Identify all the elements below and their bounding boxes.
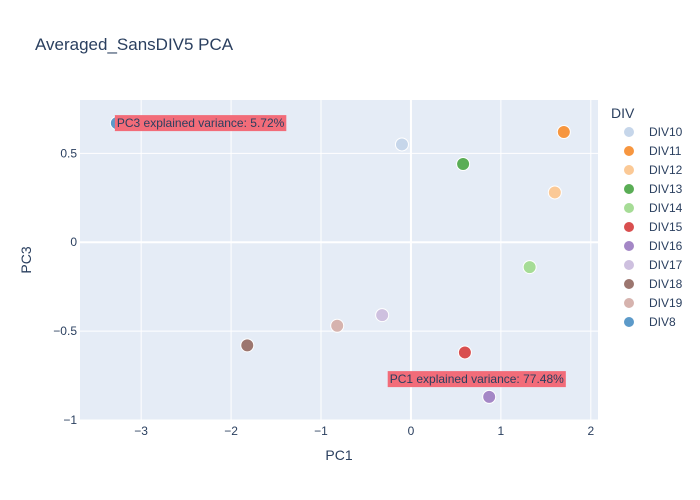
x-tick-label: 0 (408, 424, 415, 438)
point-div14[interactable] (522, 260, 537, 275)
y-tick-label: 0.5 (60, 146, 77, 160)
x-tick-label: −2 (224, 424, 238, 438)
legend-marker (623, 278, 635, 290)
legend-item-div11[interactable]: DIV11 (623, 144, 682, 158)
annotation-box (114, 115, 287, 132)
x-axis-title: PC1 (325, 447, 352, 463)
point-div16[interactable] (482, 389, 497, 404)
legend-item-div14[interactable]: DIV14 (623, 201, 683, 215)
point-div13[interactable] (456, 157, 471, 171)
x-tick-label: −1 (314, 424, 328, 438)
legend-marker (623, 221, 635, 233)
legend-marker (623, 145, 635, 157)
y-axis-ticks: −1 −0.5 0 0.5 (53, 146, 77, 427)
annotation-box (387, 371, 566, 388)
legend-label: DIV12 (649, 163, 683, 177)
legend-marker (623, 259, 635, 271)
point-div11[interactable] (556, 125, 571, 139)
legend-label: DIV13 (649, 182, 683, 196)
annotations: PC3 explained variance: 5.72% PC1 explain… (114, 115, 566, 388)
legend-title: DIV (611, 105, 635, 121)
legend-item-div12[interactable]: DIV12 (623, 163, 683, 177)
y-tick-label: 0 (70, 235, 77, 249)
y-axis-title: PC3 (18, 246, 34, 273)
point-div18[interactable] (240, 338, 255, 353)
point-div15[interactable] (457, 345, 472, 360)
point-div10[interactable] (394, 137, 409, 152)
legend-item-div15[interactable]: DIV15 (623, 220, 683, 234)
legend-marker (623, 297, 635, 309)
legend-label: DIV17 (649, 258, 683, 272)
annotation-text: PC1 explained variance: 77.48% (390, 372, 564, 386)
legend-label: DIV15 (649, 220, 683, 234)
legend-marker (623, 164, 635, 176)
x-tick-label: 2 (587, 424, 594, 438)
legend-item-div19[interactable]: DIV19 (623, 296, 683, 310)
point-div19[interactable] (330, 318, 345, 333)
point-div17[interactable] (375, 308, 390, 323)
legend-marker (623, 126, 635, 138)
legend-marker (623, 183, 635, 195)
legend[interactable]: DIV DIV10 DIV11 DIV12 DIV13 DIV14 DIV15 DIV16 D… (611, 105, 683, 329)
legend-label: DIV11 (649, 144, 682, 158)
annotation-1: PC3 explained variance: 5.72% (114, 115, 287, 132)
x-tick-label: −3 (134, 424, 148, 438)
legend-item-div13[interactable]: DIV13 (623, 182, 683, 196)
legend-label: DIV14 (649, 201, 683, 215)
legend-item-div18[interactable]: DIV18 (623, 277, 683, 291)
legend-item-div17[interactable]: DIV17 (623, 258, 683, 272)
legend-item-div16[interactable]: DIV16 (623, 239, 683, 253)
legend-label: DIV10 (649, 125, 683, 139)
x-tick-label: 1 (498, 424, 505, 438)
legend-label: DIV8 (649, 315, 676, 329)
y-tick-label: −0.5 (53, 324, 77, 338)
point-div12[interactable] (547, 185, 562, 200)
legend-marker (623, 202, 635, 214)
annotation-text: PC3 explained variance: 5.72% (117, 116, 285, 130)
legend-label: DIV16 (649, 239, 683, 253)
legend-marker (623, 316, 635, 328)
legend-label: DIV18 (649, 277, 683, 291)
legend-label: DIV19 (649, 296, 683, 310)
legend-item-div10[interactable]: DIV10 (623, 125, 683, 139)
legend-item-div8[interactable]: DIV8 (623, 315, 677, 329)
y-tick-label: −1 (63, 413, 77, 427)
annotation-2: PC1 explained variance: 77.48% (387, 371, 566, 388)
x-axis-ticks: −3 −2 −1 0 1 2 (134, 424, 594, 438)
legend-marker (623, 240, 635, 252)
chart-title: Averaged_SansDIV5 PCA (35, 35, 234, 54)
